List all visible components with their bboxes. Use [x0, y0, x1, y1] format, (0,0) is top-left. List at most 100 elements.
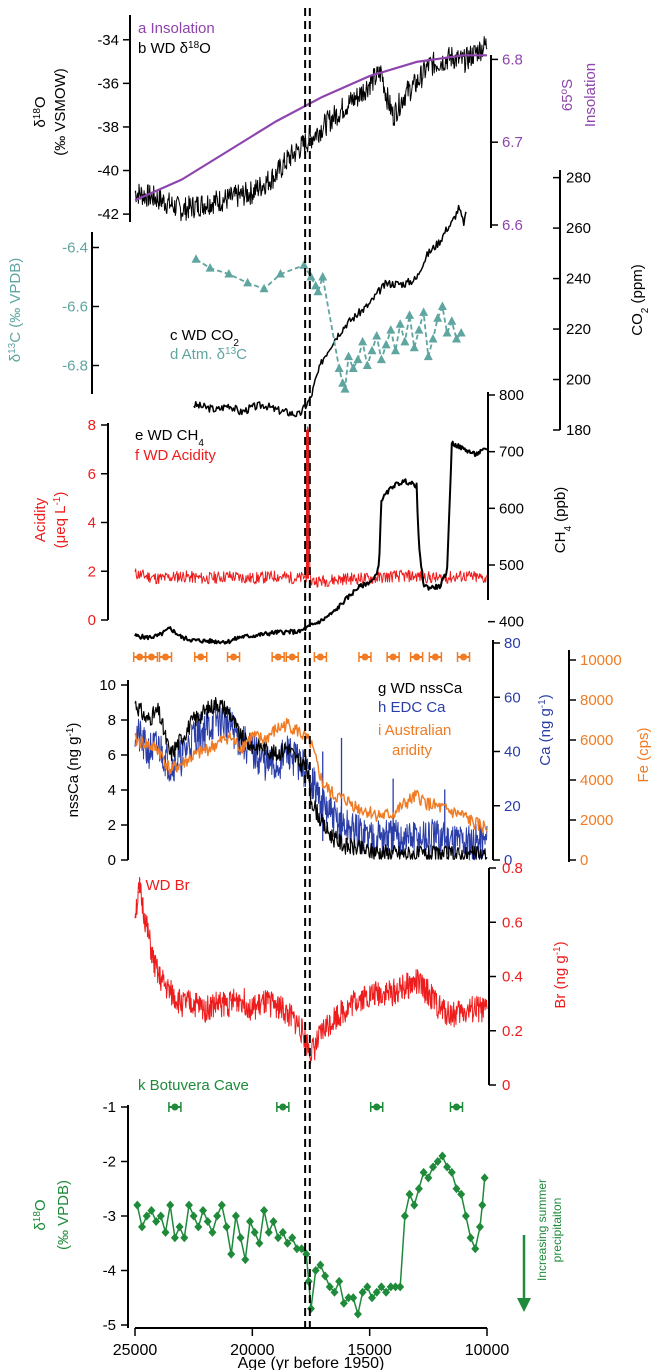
atm-d13c-marker	[224, 269, 234, 278]
botuvera-marker	[142, 1211, 151, 1221]
botuvera-marker	[222, 1222, 231, 1232]
acidity-tick-label: 0	[88, 612, 96, 629]
acidity-tick-label: 4	[88, 515, 96, 532]
br-tick-label: 0.4	[502, 969, 523, 986]
botuvera-marker	[194, 1222, 203, 1232]
ch4-tick-label: 800	[499, 387, 524, 404]
insolation-axis-label-unit: Insolation	[582, 63, 599, 127]
botuvera-marker	[344, 1293, 353, 1303]
atm-d13c-marker	[306, 272, 316, 281]
d13c-tick-label: -6.6	[62, 299, 88, 316]
botuvera-tick-label: -2	[103, 1154, 116, 1171]
botuvera-marker	[452, 1184, 461, 1194]
atm-d13c-marker	[313, 286, 323, 296]
insolation-tick-label: 6.6	[502, 217, 523, 234]
botuvera-marker	[138, 1222, 147, 1232]
botuvera-marker	[475, 1222, 484, 1232]
br-tick-label: 0.2	[502, 1023, 523, 1040]
ca-axis-label: Ca (ng g-1)	[537, 694, 555, 765]
botuvera-marker	[335, 1276, 344, 1286]
insolation-series	[134, 54, 487, 202]
fe-age-marker-dot	[230, 653, 238, 661]
fe-tick-label: 6000	[580, 732, 613, 749]
botuvera-marker	[457, 1189, 466, 1199]
botuvera-marker	[321, 1271, 330, 1281]
wd-acidity-series	[134, 426, 488, 588]
botuvera-marker	[236, 1233, 245, 1243]
atm-d13c-marker	[409, 342, 419, 352]
botuvera-marker	[175, 1222, 184, 1232]
ca-tick-label: 60	[504, 689, 521, 706]
botuvera-age-marker-dot	[279, 1103, 287, 1111]
botuvera-marker	[372, 1287, 381, 1297]
botuvera-tick-label: -4	[103, 1263, 116, 1280]
nssca-tick-label: 8	[108, 712, 116, 729]
legend-australian-aridity-2: aridity	[392, 742, 433, 759]
legend-australian-aridity: i Australian	[378, 722, 451, 739]
fe-age-marker-dot	[361, 653, 369, 661]
nssca-tick-label: 4	[108, 782, 116, 799]
fe-tick-label: 8000	[580, 692, 613, 709]
botuvera-age-marker-dot	[452, 1103, 460, 1111]
botuvera-marker	[161, 1227, 170, 1237]
botuvera-marker	[382, 1287, 391, 1297]
botuvera-marker	[241, 1255, 250, 1265]
atm-d13c-marker	[400, 336, 410, 346]
ch4-axis-label: CH4 (ppb)	[552, 487, 574, 553]
edc-ca-series	[134, 702, 488, 861]
d18o-tick-label: -42	[97, 206, 119, 223]
atm-d13c-marker	[386, 325, 396, 334]
axes-layer: -34-36-38-40-426.86.76.6-6.4-6.6-6.82802…	[62, 15, 622, 1359]
botuvera-marker	[478, 1200, 487, 1210]
botuvera-marker	[461, 1211, 470, 1221]
atm-d13c-marker	[362, 360, 372, 369]
legend-edc-ca: h EDC Ca	[378, 699, 446, 716]
botuvera-marker	[391, 1282, 400, 1292]
botuvera-marker	[386, 1282, 395, 1292]
atm-d13c-marker	[299, 260, 309, 269]
botuvera-marker	[208, 1227, 217, 1237]
ch4-tick-label: 700	[499, 444, 524, 461]
wd-nssca-series	[134, 696, 488, 860]
atm-d13c-marker	[451, 333, 461, 343]
nssca-axis-label: nssCa (ng g-1)	[65, 723, 83, 818]
nssca-tick-label: 6	[108, 747, 116, 764]
atm-d13c-marker	[348, 363, 358, 372]
atm-d13c-marker	[259, 283, 269, 293]
legend-wd-ch4: e WD CH4	[135, 427, 204, 449]
botuvera-marker	[217, 1200, 226, 1210]
atm-d13c-marker	[428, 333, 438, 343]
atm-d13c-marker	[205, 263, 215, 272]
fe-age-marker-dot	[316, 653, 324, 661]
atm-d13c-marker	[340, 384, 350, 393]
br-tick-label: 0.8	[502, 860, 523, 877]
atm-d13c-marker	[318, 272, 328, 281]
co2-tick-label: 240	[566, 271, 591, 288]
botuvera-marker	[152, 1216, 161, 1226]
ch4-tick-label: 500	[499, 557, 524, 574]
botuvera-marker	[325, 1282, 334, 1292]
wd-d18o-series	[134, 36, 488, 222]
botuvera-marker	[480, 1173, 489, 1183]
wd-co2-series	[193, 204, 467, 418]
x-axis-tick-label: 15000	[347, 1342, 392, 1359]
co2-axis-label: CO2 (ppm)	[629, 264, 651, 335]
botuvera-marker	[466, 1233, 475, 1243]
botuvera-marker	[363, 1282, 372, 1292]
botuvera-marker	[199, 1206, 208, 1216]
botuvera-age-marker-dot	[171, 1103, 179, 1111]
ca-tick-label: 40	[504, 744, 521, 761]
acidity-axis-label-unit: (μeq L-1)	[52, 492, 70, 549]
atm-d13c-marker	[390, 345, 400, 355]
australian-aridity-series	[134, 717, 488, 834]
nssca-tick-label: 2	[108, 817, 116, 834]
insolation-axis-label: 65oS	[559, 79, 577, 111]
wd-br-series	[134, 876, 488, 1065]
acidity-tick-label: 8	[88, 417, 96, 434]
atm-d13c-marker	[381, 339, 391, 349]
botuvera-marker	[156, 1211, 165, 1221]
atm-d13c-marker	[433, 313, 443, 322]
botuvera-marker	[264, 1227, 273, 1237]
nssca-tick-label: 10	[99, 677, 116, 694]
botuvera-marker	[213, 1211, 222, 1221]
